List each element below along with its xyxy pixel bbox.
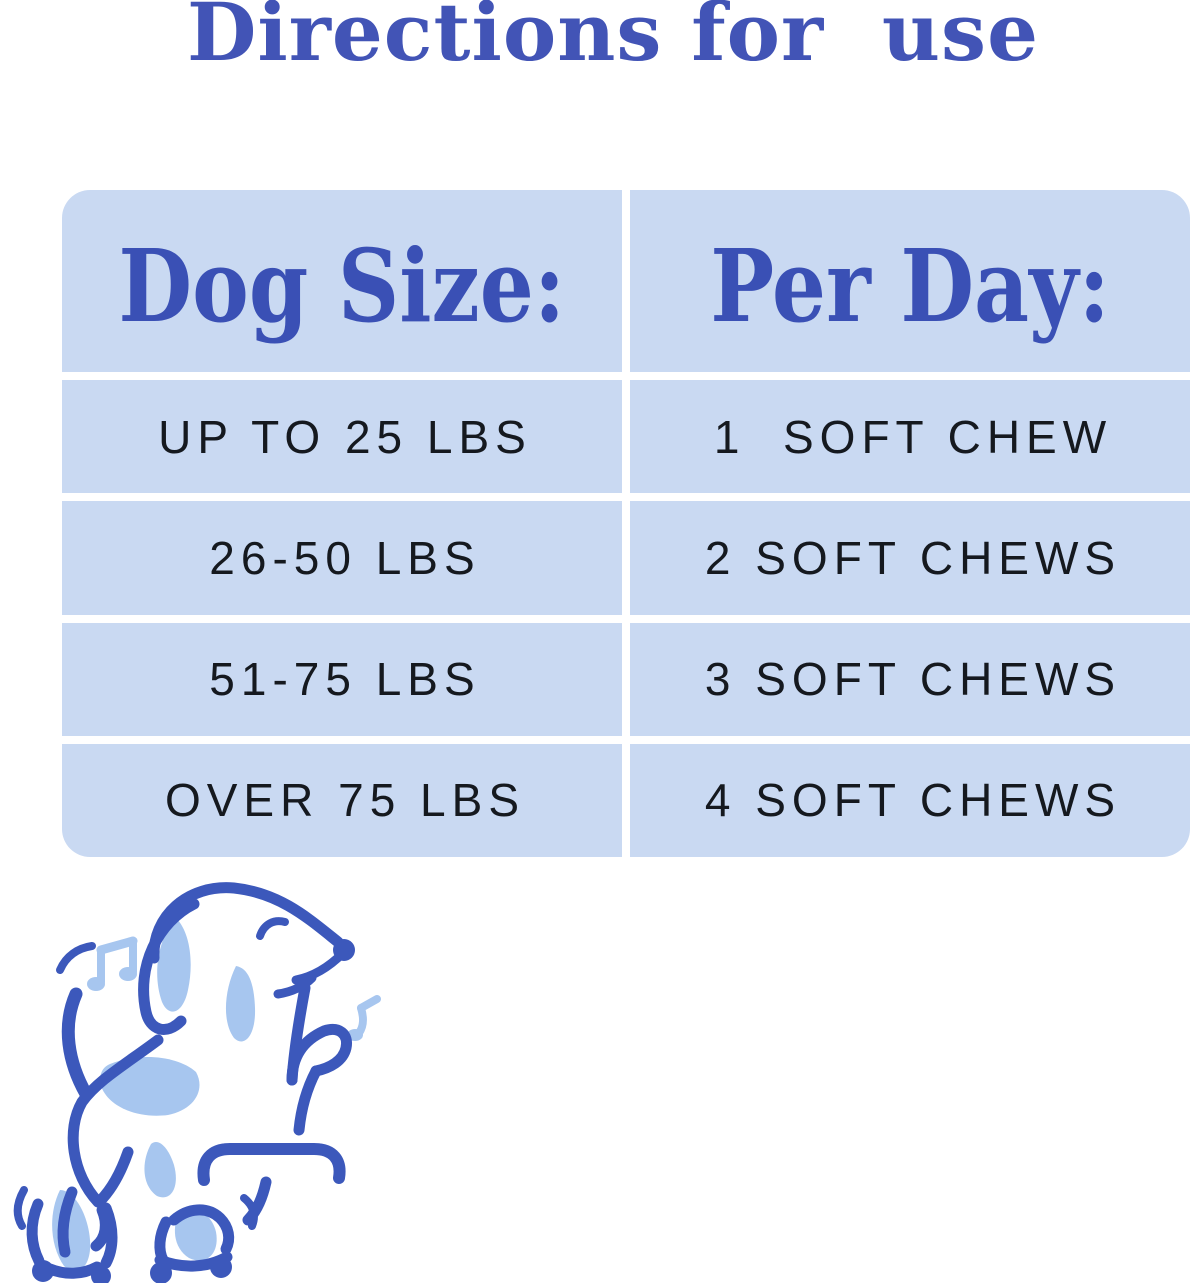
dog-mouth bbox=[291, 948, 348, 985]
dog-tail bbox=[61, 987, 93, 1101]
skate-wheel bbox=[210, 1256, 232, 1278]
column-header-dog-size-label: Dog Size: bbox=[118, 227, 566, 345]
table-cell-per-day-row4: 4 SOFT CHEWS bbox=[630, 743, 1190, 857]
roller-skate-boot bbox=[168, 1204, 235, 1255]
table-cell-dog-size-row4: OVER 75 LBS bbox=[62, 743, 622, 857]
roller-skate-boot bbox=[26, 1198, 45, 1267]
dog-front-paw bbox=[286, 1024, 353, 1086]
dog-eye bbox=[256, 917, 289, 940]
skate-wheel bbox=[150, 1262, 172, 1283]
music-note-icon bbox=[87, 936, 138, 991]
dancing-dog-illustration bbox=[13, 882, 381, 1283]
motion-arc bbox=[56, 942, 96, 974]
table-cell-per-day-row2: 2 SOFT CHEWS bbox=[630, 501, 1190, 615]
skate-wheel bbox=[32, 1260, 54, 1282]
column-header-per-day-label: Per Day: bbox=[710, 227, 1110, 345]
column-header-dog-size: Dog Size: bbox=[62, 190, 622, 372]
music-note-icon bbox=[347, 995, 381, 1041]
table-cell-dog-size-row1: UP TO 25 LBS bbox=[62, 380, 622, 494]
skate-wheel bbox=[91, 1266, 111, 1283]
motion-arc bbox=[240, 1194, 258, 1230]
table-cell-per-day-row1: 1 SOFT CHEW bbox=[630, 380, 1190, 494]
table-cell-dog-size-row3: 51-75 LBS bbox=[62, 622, 622, 736]
column-header-per-day: Per Day: bbox=[630, 190, 1190, 372]
dosage-table: Dog Size: Per Day: UP TO 25 LBS 1 SOFT C… bbox=[62, 190, 1190, 857]
dog-spot-patches bbox=[52, 918, 256, 1271]
table-cell-per-day-row3: 3 SOFT CHEWS bbox=[630, 622, 1190, 736]
page-title: Directions for use bbox=[186, 0, 1039, 79]
dog-outline bbox=[13, 882, 355, 1283]
table-cell-dog-size-row2: 26-50 LBS bbox=[62, 501, 622, 615]
dog-ear bbox=[138, 898, 200, 1035]
motion-arc bbox=[13, 1186, 28, 1230]
